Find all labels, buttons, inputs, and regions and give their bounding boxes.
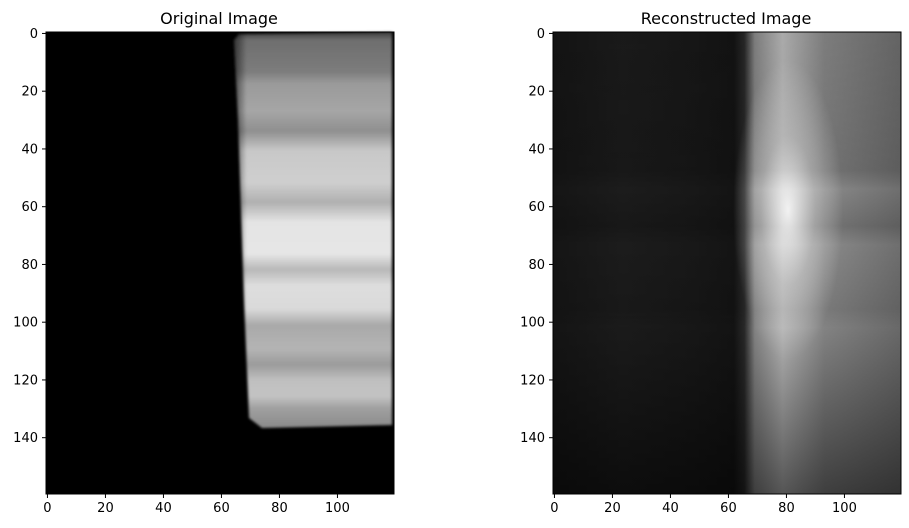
x-tick-label: 0: [43, 501, 51, 516]
y-tick-label: 140: [13, 431, 38, 446]
x-tick-label: 80: [778, 501, 795, 516]
recon-vertical-shade: [553, 32, 901, 494]
y-tick-label: 0: [537, 27, 545, 42]
image-reconstructed: [553, 32, 901, 494]
axes-frame: [552, 31, 902, 495]
axis-ticks-reconstructed: 0 20 40 60 80 100 0 20 40 60 80 100 120 140: [520, 27, 857, 516]
panel-title-original: Original Image: [160, 9, 278, 28]
x-tick-label: 0: [550, 501, 558, 516]
y-tick-label: 100: [13, 316, 38, 331]
x-tick-label: 60: [720, 501, 737, 516]
x-tick-label: 40: [155, 501, 172, 516]
y-tick-label: 120: [520, 373, 545, 388]
image-original: [46, 32, 394, 494]
y-tick-label: 80: [21, 258, 38, 273]
y-tick-label: 120: [13, 373, 38, 388]
y-tick-label: 40: [21, 142, 38, 157]
y-tick-label: 40: [528, 142, 545, 157]
x-tick-label: 20: [604, 501, 621, 516]
y-tick-label: 20: [528, 85, 545, 100]
panel-reconstructed: Reconstructed Image 0 20 40 60 80 100 0 20 40 60 8…: [520, 9, 902, 516]
x-tick-label: 20: [97, 501, 114, 516]
x-tick-label: 40: [662, 501, 679, 516]
x-tick-label: 100: [832, 501, 857, 516]
x-tick-label: 80: [271, 501, 288, 516]
panel-original: Original Image 0 20 40 60 80 100 0 20 40 60 80 100 1…: [13, 9, 395, 516]
x-tick-label: 100: [325, 501, 350, 516]
axes-frame: [45, 31, 395, 495]
axis-ticks-original: 0 20 40 60 80 100 0 20 40 60 80 100 120 140: [13, 27, 350, 516]
y-tick-label: 80: [528, 258, 545, 273]
y-tick-label: 60: [528, 200, 545, 215]
y-tick-label: 0: [30, 27, 38, 42]
y-tick-label: 20: [21, 85, 38, 100]
band-edge-shade: [234, 32, 392, 428]
y-tick-label: 60: [21, 200, 38, 215]
y-tick-label: 140: [520, 431, 545, 446]
x-tick-label: 60: [213, 501, 230, 516]
panel-title-reconstructed: Reconstructed Image: [641, 9, 812, 28]
y-tick-label: 100: [520, 316, 545, 331]
